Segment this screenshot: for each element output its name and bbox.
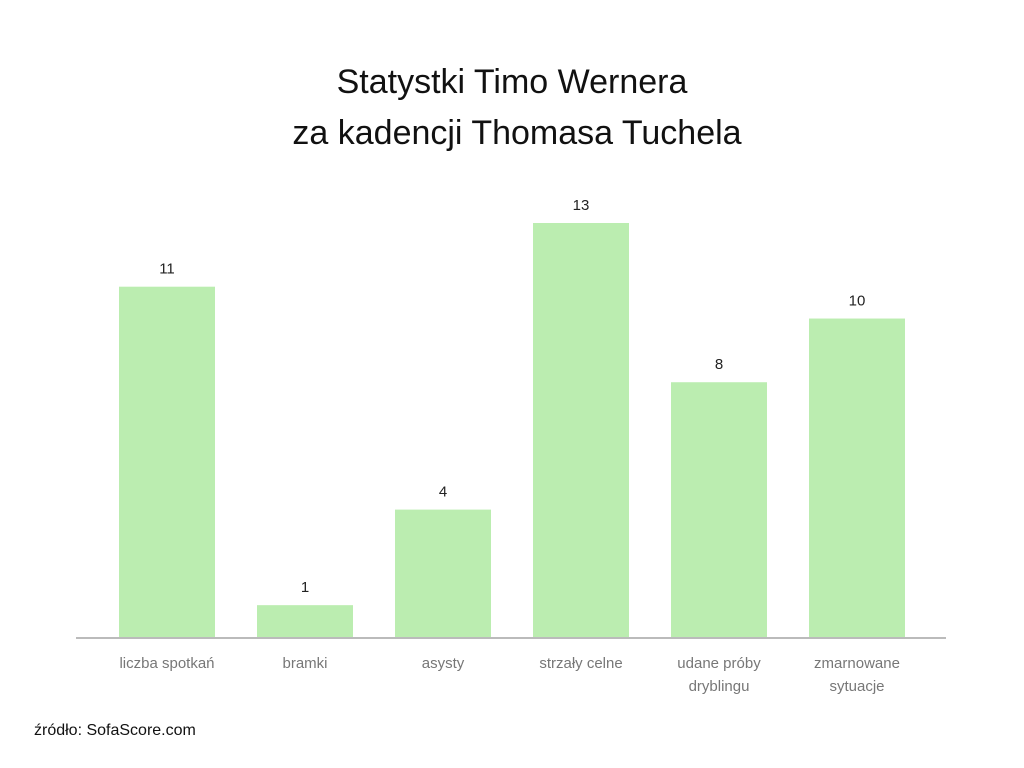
bar xyxy=(395,509,491,637)
x-tick-label: asysty xyxy=(421,655,465,672)
value-label: 13 xyxy=(573,197,590,214)
bar xyxy=(809,318,905,637)
bar xyxy=(257,605,353,637)
value-label: 1 xyxy=(301,579,309,596)
bar xyxy=(671,382,767,637)
bar xyxy=(119,286,215,637)
chart-title: Statystki Timo Wernera xyxy=(337,63,688,101)
x-tick-label: zmarnowane sytuacje xyxy=(814,655,900,695)
value-label: 8 xyxy=(715,356,723,373)
x-tick-label: liczba spotkań xyxy=(119,655,215,672)
source: źródło: SofaScore.com xyxy=(34,722,196,739)
value-label: 4 xyxy=(439,484,447,501)
x-tick-label: udane próby dryblingu xyxy=(677,655,761,695)
value-label: 11 xyxy=(159,261,175,278)
x-tick-label: bramki xyxy=(282,655,328,672)
value-label: 10 xyxy=(849,293,866,310)
chart-title: za kadencji Thomasa Tuchela xyxy=(292,114,741,152)
bar xyxy=(533,223,629,637)
x-tick-label: strzały celne xyxy=(539,655,623,672)
